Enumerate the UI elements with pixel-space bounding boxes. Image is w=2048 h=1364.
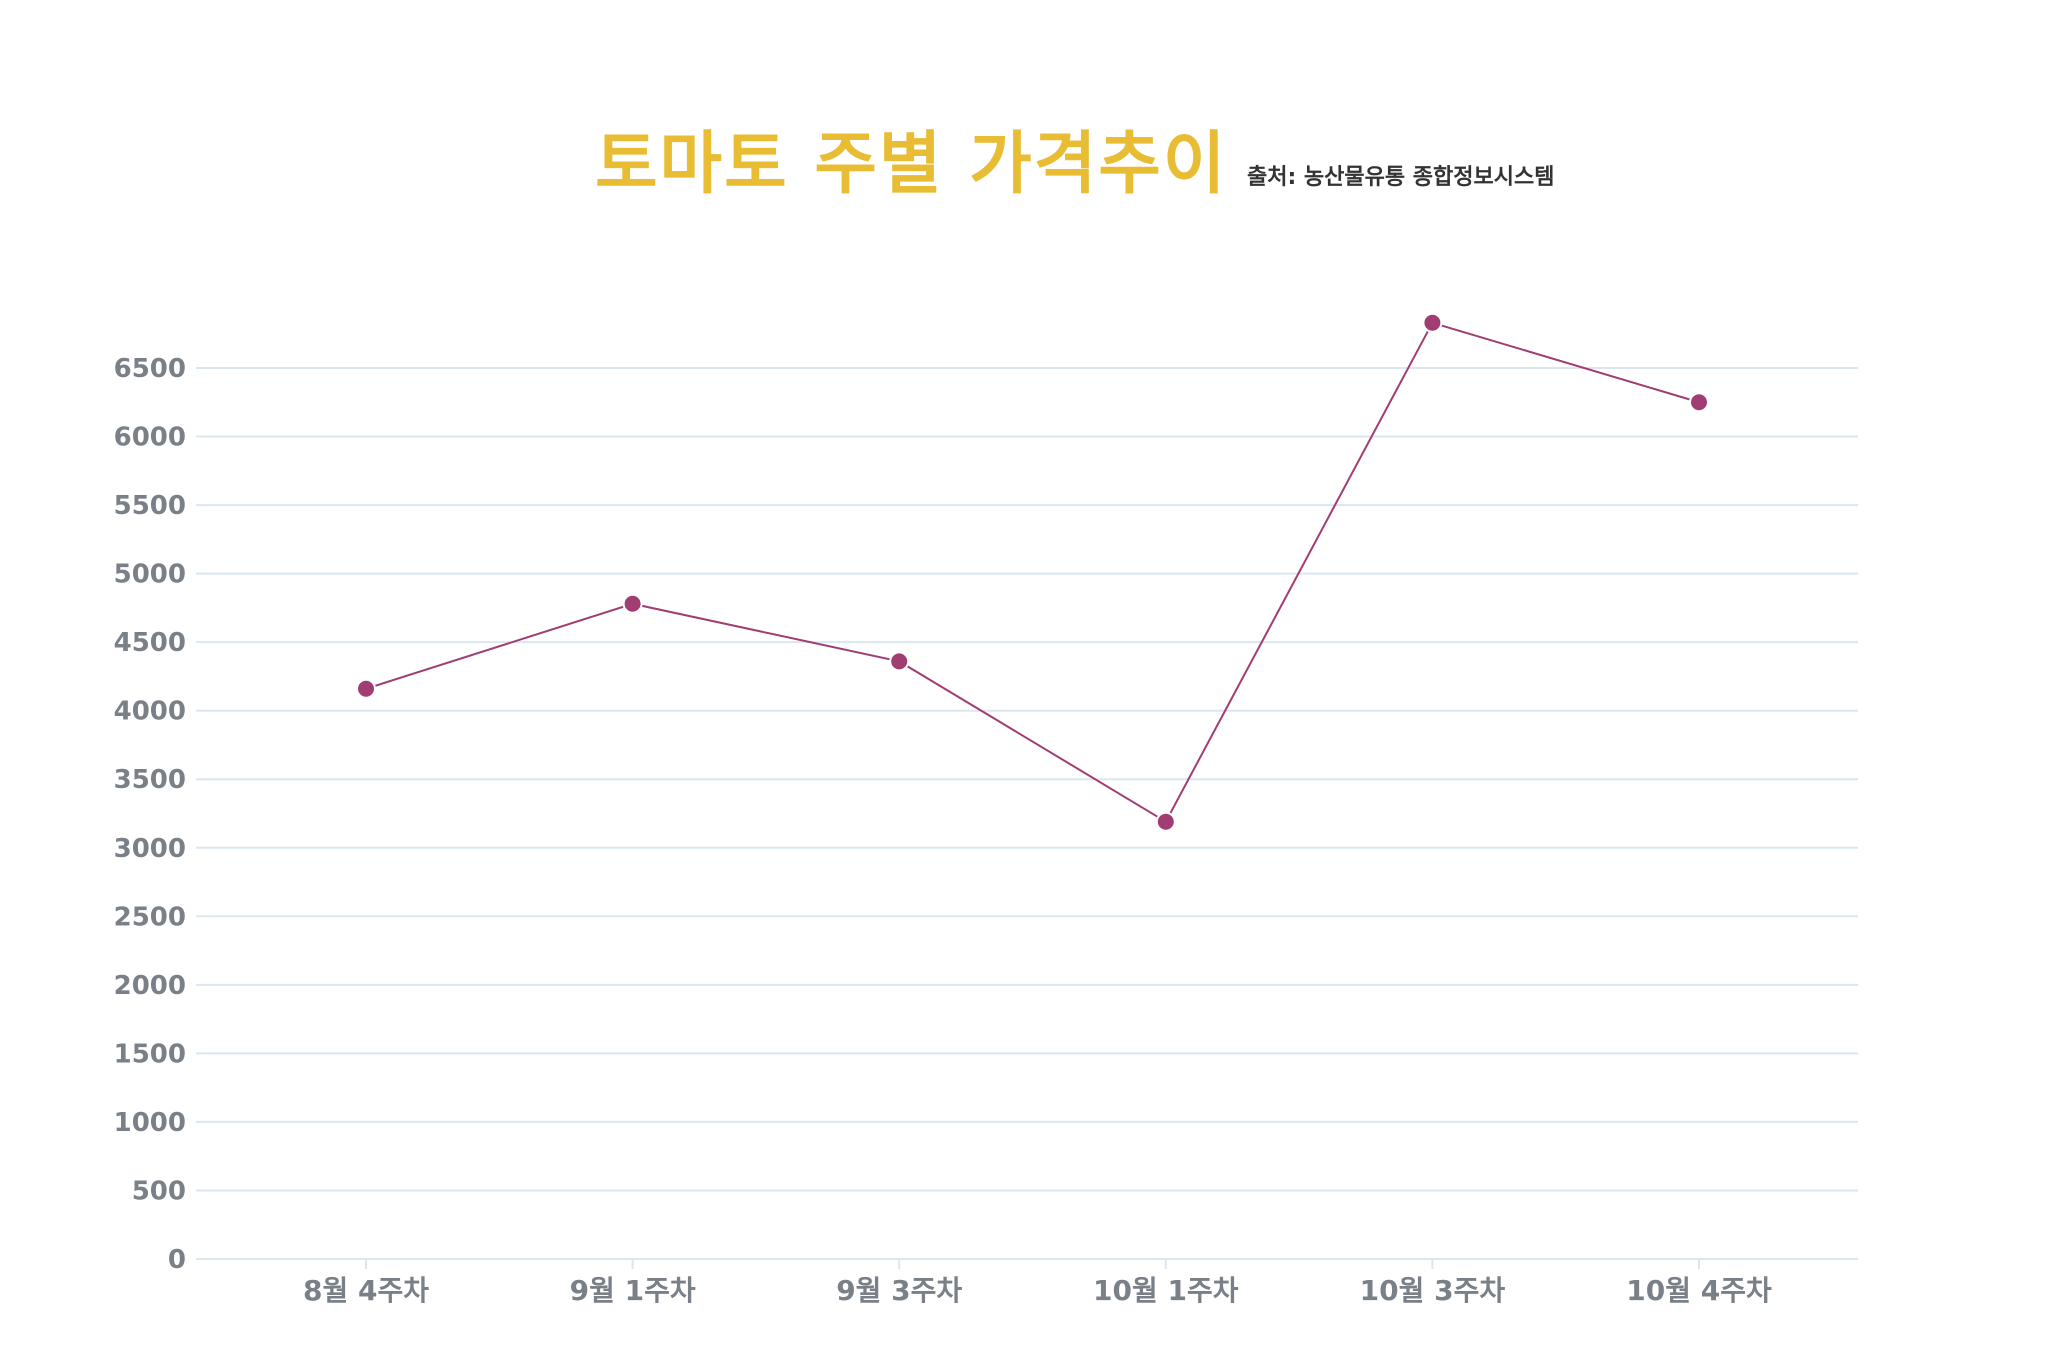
- y-tick-label: 5500: [114, 491, 186, 521]
- y-tick-label: 6000: [114, 423, 186, 453]
- grid-lines: [196, 367, 1858, 1260]
- y-tick-label: 0: [168, 1245, 186, 1275]
- y-tick-label: 1000: [114, 1108, 186, 1138]
- series-line: [365, 321, 1700, 824]
- data-point: [1155, 811, 1176, 832]
- data-point: [622, 593, 643, 614]
- y-axis: 0 500 1000 1500 2000 2500 3000 3500 4000 4500 5000…: [114, 354, 186, 1275]
- y-tick-label: 6500: [114, 354, 186, 384]
- y-tick-label: 3000: [114, 834, 186, 864]
- x-tick-label: 9월 1주차: [570, 1274, 696, 1307]
- x-tick-label: 8월 4주차: [303, 1274, 429, 1307]
- y-tick-label: 4500: [114, 628, 186, 658]
- data-point: [889, 651, 910, 672]
- x-tick-label: 10월 1주차: [1093, 1274, 1239, 1307]
- y-tick-label: 1500: [114, 1039, 186, 1069]
- x-axis: 8월 4주차 9월 1주차 9월 3주차 10월 1주차 10월 3주차 10월 4주차: [303, 1259, 1772, 1307]
- x-tick-label: 10월 4주차: [1626, 1274, 1772, 1307]
- chart-source: 출처: 농산물유통 종합정보시스템: [1247, 165, 1555, 190]
- y-tick-label: 4000: [114, 697, 186, 727]
- x-tick-label: 10월 3주차: [1360, 1274, 1506, 1307]
- x-tick-label: 9월 3주차: [836, 1274, 962, 1307]
- y-tick-label: 2500: [114, 902, 186, 932]
- series: [356, 312, 1709, 832]
- chart-title: 토마토 주별 가격추이: [595, 125, 1228, 204]
- data-point: [356, 678, 376, 699]
- y-tick-label: 5000: [114, 560, 186, 590]
- data-point: [1689, 392, 1709, 413]
- y-tick-label: 2000: [114, 971, 186, 1001]
- y-tick-label: 500: [132, 1176, 186, 1206]
- data-point: [1422, 312, 1443, 333]
- y-tick-label: 3500: [114, 765, 186, 795]
